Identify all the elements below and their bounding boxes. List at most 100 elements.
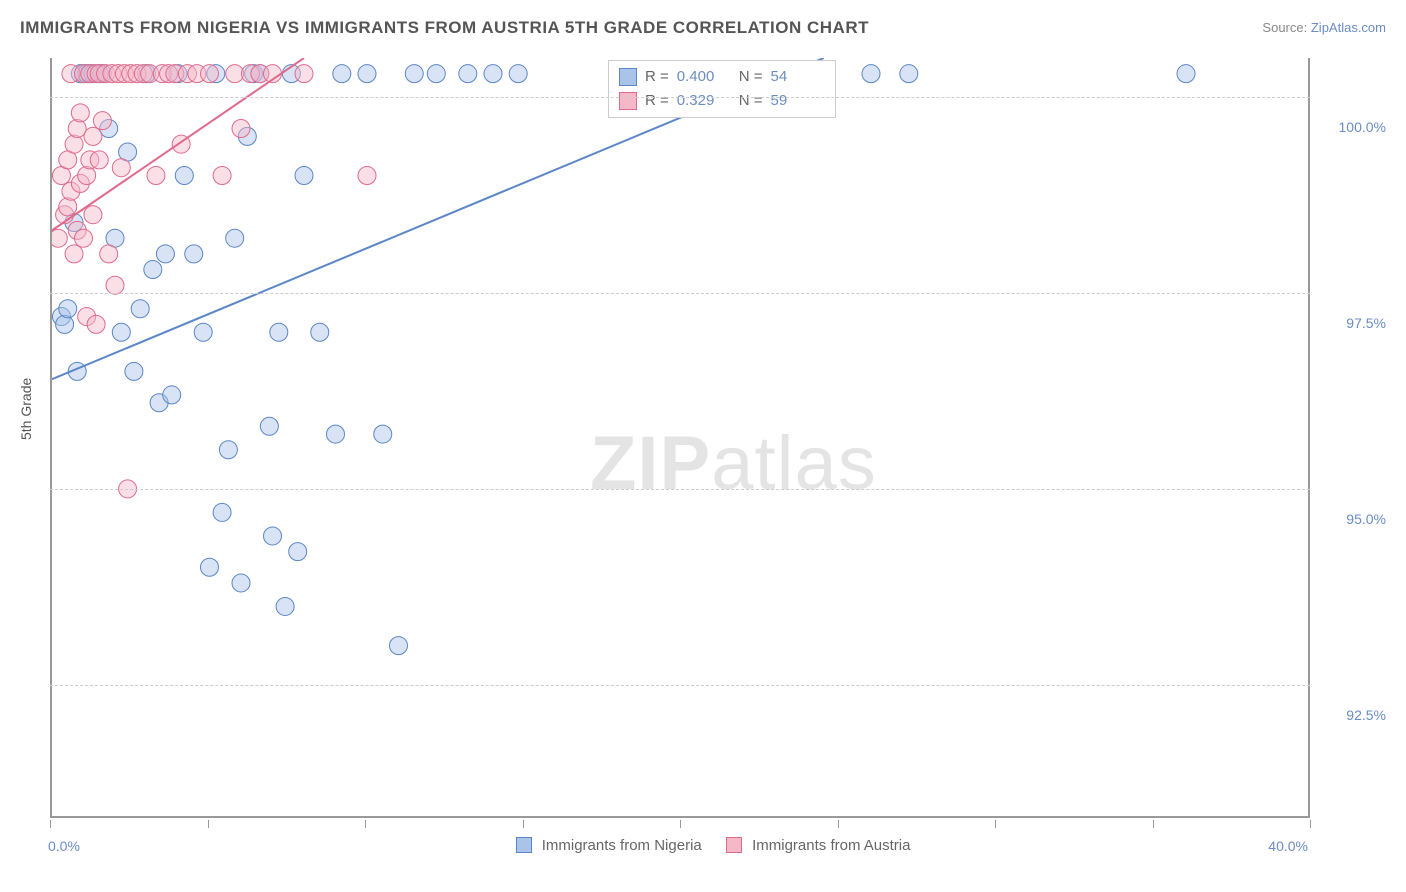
- data-point: [327, 425, 345, 443]
- r-label: R =: [645, 65, 669, 89]
- correlation-legend: R = 0.400 N = 54 R = 0.329 N = 59: [608, 60, 836, 118]
- source-label: Source:: [1262, 20, 1307, 35]
- data-point: [289, 543, 307, 561]
- r-value-austria: 0.329: [677, 89, 731, 113]
- data-point: [232, 120, 250, 138]
- data-point: [65, 135, 83, 153]
- data-point: [219, 441, 237, 459]
- data-point: [71, 104, 89, 122]
- data-point: [358, 65, 376, 83]
- data-point: [264, 527, 282, 545]
- data-point: [84, 127, 102, 145]
- data-point: [201, 558, 219, 576]
- legend-row-nigeria: R = 0.400 N = 54: [619, 65, 825, 89]
- data-point: [390, 637, 408, 655]
- x-tick: [680, 820, 681, 828]
- data-point: [459, 65, 477, 83]
- data-point: [100, 245, 118, 263]
- data-point: [333, 65, 351, 83]
- y-tick-label: 97.5%: [1346, 315, 1386, 331]
- x-tick: [838, 820, 839, 828]
- y-tick-label: 95.0%: [1346, 511, 1386, 527]
- swatch-nigeria-icon: [516, 837, 532, 853]
- data-point: [156, 245, 174, 263]
- data-point: [213, 167, 231, 185]
- data-point: [295, 167, 313, 185]
- data-point: [106, 276, 124, 294]
- data-point: [175, 167, 193, 185]
- watermark: ZIPatlas: [590, 420, 877, 507]
- data-point: [374, 425, 392, 443]
- data-point: [405, 65, 423, 83]
- data-point: [213, 503, 231, 521]
- data-point: [68, 120, 86, 138]
- data-point: [93, 112, 111, 130]
- n-label: N =: [739, 89, 763, 113]
- x-tick: [995, 820, 996, 828]
- x-tick: [365, 820, 366, 828]
- data-point: [1177, 65, 1195, 83]
- data-point: [358, 167, 376, 185]
- x-tick: [1310, 820, 1311, 828]
- series-legend: Immigrants from Nigeria Immigrants from …: [0, 837, 1406, 854]
- y-tick-label: 92.5%: [1346, 707, 1386, 723]
- legend-label-nigeria: Immigrants from Nigeria: [542, 837, 702, 854]
- data-point: [276, 597, 294, 615]
- data-point: [862, 65, 880, 83]
- source-attribution: Source: ZipAtlas.com: [1262, 20, 1386, 35]
- data-point: [56, 315, 74, 333]
- y-tick-label: 100.0%: [1339, 119, 1386, 135]
- data-point: [87, 315, 105, 333]
- swatch-nigeria: [619, 68, 637, 86]
- data-point: [52, 229, 67, 247]
- data-point: [270, 323, 288, 341]
- legend-row-austria: R = 0.329 N = 59: [619, 89, 825, 113]
- x-tick-label: 40.0%: [1268, 838, 1308, 854]
- data-point: [144, 261, 162, 279]
- data-point: [194, 323, 212, 341]
- data-point: [65, 245, 83, 263]
- data-point: [112, 159, 130, 177]
- chart-title: IMMIGRANTS FROM NIGERIA VS IMMIGRANTS FR…: [20, 18, 869, 38]
- data-point: [131, 300, 149, 318]
- data-point: [125, 362, 143, 380]
- r-value-nigeria: 0.400: [677, 65, 731, 89]
- data-point: [185, 245, 203, 263]
- y-axis-label: 5th Grade: [18, 378, 34, 440]
- data-point: [201, 65, 219, 83]
- n-label: N =: [739, 65, 763, 89]
- source-value: ZipAtlas.com: [1311, 20, 1386, 35]
- data-point: [90, 151, 108, 169]
- x-tick-label: 0.0%: [48, 838, 80, 854]
- data-point: [226, 229, 244, 247]
- data-point: [84, 206, 102, 224]
- data-point: [112, 323, 130, 341]
- gridline: [50, 293, 1310, 294]
- swatch-austria-icon: [726, 837, 742, 853]
- data-point: [59, 198, 77, 216]
- data-point: [900, 65, 918, 83]
- x-tick: [523, 820, 524, 828]
- data-point: [311, 323, 329, 341]
- data-point: [260, 417, 278, 435]
- data-point: [295, 65, 313, 83]
- legend-label-austria: Immigrants from Austria: [752, 837, 910, 854]
- data-point: [427, 65, 445, 83]
- gridline: [50, 97, 1310, 98]
- r-label: R =: [645, 89, 669, 113]
- data-point: [59, 300, 77, 318]
- x-tick: [208, 820, 209, 828]
- gridline: [50, 489, 1310, 490]
- n-value-nigeria: 54: [771, 65, 825, 89]
- data-point: [232, 574, 250, 592]
- data-point: [484, 65, 502, 83]
- gridline: [50, 685, 1310, 686]
- n-value-austria: 59: [771, 89, 825, 113]
- x-tick: [1153, 820, 1154, 828]
- data-point: [75, 229, 93, 247]
- data-point: [509, 65, 527, 83]
- swatch-austria: [619, 92, 637, 110]
- x-tick: [50, 820, 51, 828]
- data-point: [78, 167, 96, 185]
- data-point: [163, 386, 181, 404]
